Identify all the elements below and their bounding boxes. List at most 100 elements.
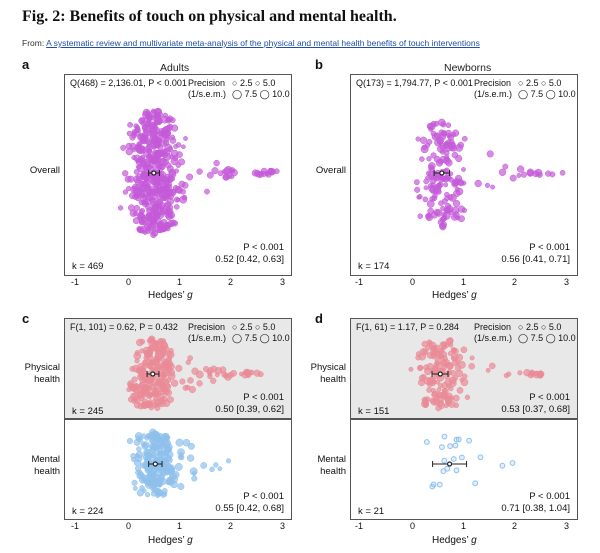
effect-size-point (204, 188, 210, 195)
effect-size-point (441, 457, 448, 464)
effect-size-point (164, 209, 171, 216)
effect-size-point (455, 436, 462, 443)
effect-size-point (461, 167, 466, 172)
effect-size-point (177, 483, 185, 490)
effect-size-point (426, 362, 434, 371)
effect-size-point (448, 145, 455, 152)
figure-source: From: A systematic review and multivaria… (22, 38, 480, 48)
panel-c-precision-label: Precision (1/s.e.m.) (188, 322, 227, 343)
effect-size-point (428, 162, 436, 170)
effect-size-point (431, 391, 438, 397)
effect-size-point (133, 175, 141, 183)
effect-size-point (536, 371, 544, 379)
panel-d-x-axis-label: Hedges’ g (432, 535, 477, 546)
effect-size-point (509, 460, 516, 466)
effect-size-point (131, 479, 138, 486)
effect-size-point (445, 362, 454, 370)
effect-size-point (155, 150, 163, 158)
effect-size-point (139, 117, 146, 124)
effect-size-point (131, 147, 137, 153)
effect-size-point (414, 186, 421, 193)
effect-size-point (453, 467, 460, 474)
panel-b-row-label: Overall (315, 165, 346, 176)
effect-size-point (516, 173, 522, 178)
panel-c-mental-area (64, 418, 292, 520)
source-article-link[interactable]: A systematic review and multivariate met… (46, 38, 480, 48)
panel-d-mental-k: k = 21 (358, 506, 385, 517)
effect-size-point (146, 115, 153, 122)
effect-size-point (422, 196, 429, 203)
effect-size-point (413, 179, 420, 186)
effect-size-point (474, 179, 482, 188)
effect-size-point (160, 130, 167, 137)
effect-size-point (417, 364, 424, 372)
effect-size-point (431, 132, 440, 141)
effect-size-point (439, 142, 447, 151)
effect-size-point (153, 189, 161, 196)
effect-size-point (135, 367, 142, 374)
panel-b-tick: 3 (564, 277, 570, 287)
effect-size-point (152, 356, 160, 363)
effect-size-point (448, 385, 454, 392)
panel-d-mental-area (350, 418, 578, 520)
effect-size-point (532, 170, 540, 178)
effect-size-point (418, 374, 426, 382)
effect-size-point (441, 433, 448, 440)
effect-size-point (445, 395, 453, 402)
effect-size-point (436, 481, 443, 488)
pooled-estimate-marker (437, 371, 443, 377)
panel-d-tick: 3 (564, 521, 570, 531)
effect-size-point (433, 208, 441, 216)
effect-size-point (143, 129, 148, 135)
effect-size-point (468, 363, 475, 370)
effect-size-point (145, 215, 153, 223)
effect-size-point (213, 159, 220, 167)
effect-size-point (142, 378, 148, 383)
panel-c-letter: c (22, 311, 30, 326)
effect-size-point (146, 433, 151, 438)
effect-size-point (426, 138, 433, 145)
effect-size-point (457, 205, 466, 213)
effect-size-point (146, 144, 151, 150)
effect-size-point (559, 169, 566, 176)
pooled-estimate-marker (152, 461, 158, 467)
panel-b-estimate: P < 0.001 0.56 [0.41, 0.71] (501, 242, 570, 265)
effect-size-point (127, 396, 135, 403)
effect-size-point (133, 383, 140, 390)
effect-size-point (437, 118, 446, 127)
effect-size-point (143, 184, 151, 192)
effect-size-point (217, 466, 223, 472)
effect-size-point (164, 177, 170, 183)
panel-c-tick: 3 (280, 521, 286, 531)
effect-size-point (477, 454, 484, 461)
effect-size-point (155, 436, 161, 443)
effect-size-point (135, 164, 142, 170)
effect-size-point (126, 437, 133, 445)
effect-size-point (498, 168, 507, 176)
effect-size-point (419, 156, 425, 162)
panel-c-physical-label: Physical health (24, 362, 60, 385)
effect-size-point (433, 396, 439, 402)
effect-size-point (506, 371, 512, 377)
effect-size-point (227, 371, 234, 379)
effect-size-point (136, 226, 143, 233)
effect-size-point (434, 350, 441, 357)
panel-b-precision-label: Precision (1/s.e.m.) (474, 78, 513, 99)
effect-size-point (149, 188, 156, 195)
effect-size-point (161, 488, 168, 494)
effect-size-point (159, 356, 166, 363)
effect-size-point (439, 149, 446, 155)
effect-size-point (170, 480, 178, 489)
panel-b-size-legend: ○ 2.5 ○ 5.0 ◯ 7.5 ◯ 10.0 (518, 78, 576, 99)
panel-a-x-axis-label: Hedges’ g (148, 290, 193, 301)
effect-size-point (207, 371, 213, 377)
effect-size-point (223, 167, 231, 175)
effect-size-point (150, 231, 157, 239)
effect-size-point (139, 219, 145, 225)
effect-size-point (175, 197, 181, 203)
panel-a-precision-label: Precision (1/s.e.m.) (188, 78, 227, 99)
effect-size-point (152, 157, 159, 164)
effect-size-point (444, 156, 450, 162)
effect-size-point (186, 173, 194, 181)
effect-size-point (127, 380, 135, 388)
